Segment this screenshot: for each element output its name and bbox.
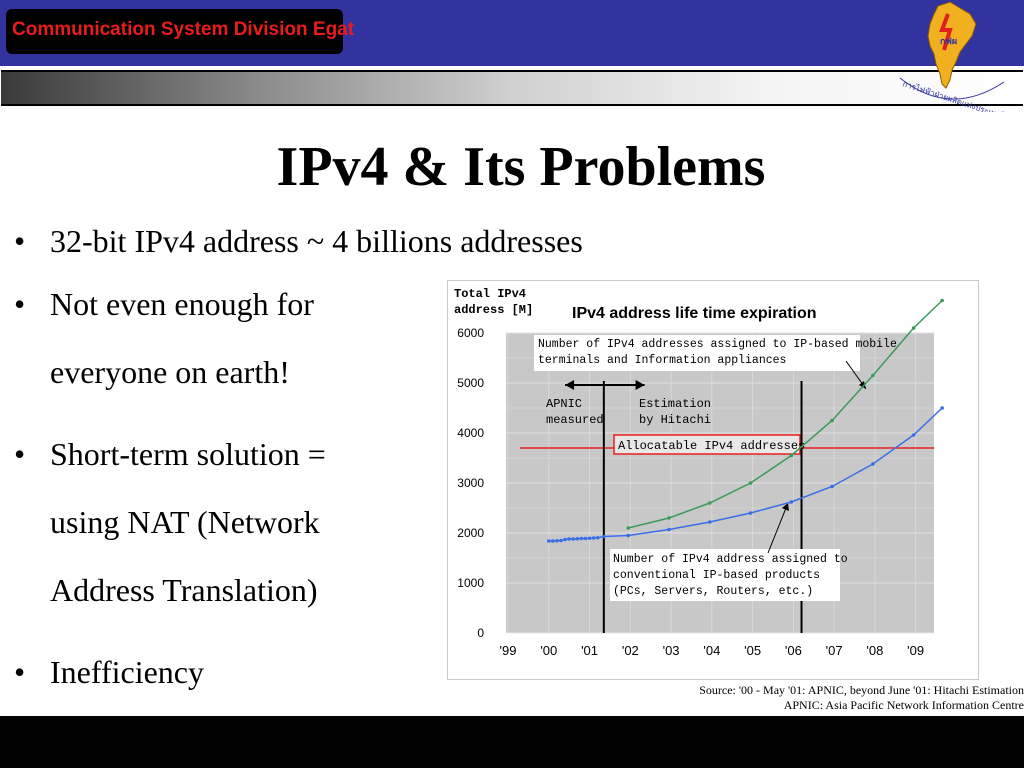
- y-tick-label: 0: [477, 626, 484, 640]
- logo-text: กฟผ: [940, 36, 957, 47]
- x-tick-label: '05: [744, 643, 761, 658]
- series-point-conventional: [559, 538, 563, 543]
- bullet-dot: •: [14, 286, 26, 322]
- bullet-text: Address Translation): [50, 572, 318, 608]
- apnic-definition: APNIC: Asia Pacific Network Information …: [783, 698, 1024, 712]
- series-point-conventional: [591, 536, 596, 540]
- egat-logo: กฟผ การไฟฟ้าฝ่ายผลิตแห่งประเทศไทย: [880, 0, 1024, 124]
- bullet-dot: •: [14, 654, 26, 690]
- series-point-conventional: [555, 538, 559, 543]
- source-citation: Source: '00 - May '01: APNIC, beyond Jun…: [699, 683, 1024, 697]
- x-tick-label: '03: [663, 643, 680, 658]
- series-point-conventional: [571, 537, 576, 541]
- pointer-head-conventional: [782, 503, 789, 511]
- series-point-mobile: [708, 501, 712, 505]
- thailand-map-icon: กฟผ การไฟฟ้าฝ่ายผลิตแห่งประเทศไทย: [899, 1, 1016, 124]
- y-tick-label: 2000: [457, 526, 484, 540]
- series-point-conventional: [547, 539, 551, 543]
- annotation-mobile-text: terminals and Information appliances: [538, 354, 786, 367]
- bullet-text: Short-term solution =: [50, 436, 326, 472]
- series-point-conventional: [587, 536, 592, 541]
- x-tick-label: '99: [500, 643, 517, 658]
- bullet-text: Inefficiency: [50, 654, 204, 690]
- series-point-conventional: [595, 535, 600, 540]
- logo-caption: การไฟฟ้าฝ่ายผลิตแห่งประเทศไทย: [901, 79, 1015, 112]
- allocatable-label: Allocatable IPv4 addresses: [618, 439, 805, 453]
- series-point-conventional: [940, 406, 944, 410]
- series-point-conventional: [830, 484, 834, 489]
- estimation-label: by Hitachi: [639, 413, 711, 427]
- x-tick-label: '04: [703, 643, 720, 658]
- x-tick-label: '00: [540, 643, 557, 658]
- annotation-conventional-text: Number of IPv4 address assigned to: [613, 553, 848, 566]
- series-point-conventional: [551, 539, 555, 543]
- division-label-box: [6, 9, 343, 54]
- arrow-head-left: [565, 380, 575, 390]
- y-tick-label: 4000: [457, 426, 484, 440]
- bottom-bar: [0, 716, 1024, 768]
- apnic-label: measured: [546, 413, 604, 427]
- title-band: [506, 325, 920, 333]
- series-point-mobile: [911, 326, 916, 330]
- annotation-conventional-text: (PCs, Servers, Routers, etc.): [613, 585, 813, 598]
- annotation-conventional-box: [610, 549, 840, 601]
- series-point-conventional: [708, 520, 712, 524]
- series-point-conventional: [871, 462, 875, 466]
- x-tick-label: '07: [826, 643, 843, 658]
- apnic-label: APNIC: [546, 397, 582, 411]
- series-point-conventional: [911, 433, 916, 437]
- series-point-conventional: [567, 537, 571, 541]
- series-point-conventional: [667, 527, 671, 532]
- arrow-head-right: [635, 380, 645, 390]
- series-point-conventional: [748, 511, 753, 515]
- series-point-conventional: [789, 500, 794, 504]
- bullet-text: using NAT (Network: [50, 504, 320, 540]
- series-point-mobile: [830, 418, 834, 423]
- annotation-mobile-text: Number of IPv4 addresses assigned to IP-…: [538, 338, 897, 351]
- allocatable-box: [613, 434, 801, 455]
- x-tick-label: '02: [622, 643, 639, 658]
- bullet-text: 32-bit IPv4 address ~ 4 billions address…: [50, 223, 583, 259]
- x-tick-label: '09: [907, 643, 924, 658]
- series-point-conventional: [563, 537, 567, 542]
- ipv4-lifetime-chart: 6000 5000 4000 3000 2000 1000 0 '99 '00 '01 '02 '03…: [454, 287, 944, 658]
- bullet-text: everyone on earth!: [50, 354, 290, 390]
- x-tick-label: '01: [581, 643, 598, 658]
- annotation-mobile-box: [534, 335, 860, 371]
- y-axis-label: Total IPv4: [454, 287, 526, 301]
- x-tick-label: '08: [866, 643, 883, 658]
- series-point-mobile: [626, 526, 631, 530]
- bullet-dot: •: [14, 223, 26, 259]
- series-point-conventional: [583, 536, 588, 541]
- y-axis-label: address [M]: [454, 303, 533, 317]
- series-point-conventional: [626, 533, 631, 538]
- series-point-conventional: [579, 536, 584, 541]
- series-point-mobile: [871, 373, 875, 378]
- annotation-conventional-text: conventional IP-based products: [613, 569, 820, 582]
- bullet-text: Not even enough for: [50, 286, 314, 322]
- series-point-mobile: [940, 298, 944, 303]
- pointer-head-mobile: [859, 381, 866, 389]
- y-tick-label: 5000: [457, 376, 484, 390]
- bullet-dot: •: [14, 436, 26, 472]
- page-title: IPv4 & Its Problems: [276, 136, 766, 198]
- gradient-divider: [1, 70, 1023, 106]
- estimation-label: Estimation: [639, 397, 711, 411]
- y-tick-label: 1000: [457, 576, 484, 590]
- series-point-mobile: [789, 453, 794, 458]
- series-point-mobile: [667, 516, 671, 520]
- chart-title: IPv4 address life time expiration: [572, 305, 817, 322]
- y-tick-label: 3000: [457, 476, 484, 490]
- series-point-mobile: [748, 481, 753, 485]
- y-tick-label: 6000: [457, 326, 484, 340]
- division-name: Communication System Division Egat: [12, 19, 355, 40]
- chart-frame: 6000 5000 4000 3000 2000 1000 0 '99 '00 '01 '02 '03…: [447, 280, 979, 680]
- x-tick-label: '06: [785, 643, 802, 658]
- series-point-conventional: [602, 534, 606, 539]
- annotation-conventional-pointer: [767, 502, 789, 554]
- series-point-conventional: [575, 536, 580, 541]
